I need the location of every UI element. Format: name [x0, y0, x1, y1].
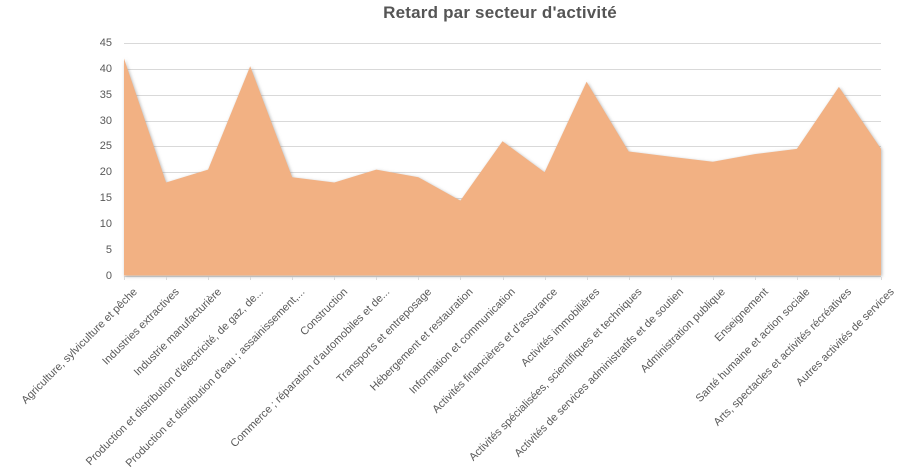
- x-axis-tick: [502, 276, 504, 280]
- y-axis-tick-label: 20: [99, 166, 112, 179]
- x-axis-tick: [754, 276, 756, 280]
- y-axis-tick-label: 35: [99, 88, 112, 101]
- x-axis-tick: [166, 276, 168, 280]
- y-axis-tick-label: 10: [99, 217, 112, 230]
- x-axis-tick: [460, 276, 462, 280]
- x-axis-tick: [418, 276, 420, 280]
- y-axis-tick-label: 25: [99, 140, 112, 153]
- x-axis-line: [124, 275, 881, 277]
- x-axis-tick: [250, 276, 252, 280]
- y-axis-tick-label: 30: [99, 114, 112, 127]
- x-axis-tick: [544, 276, 546, 280]
- x-axis-tick: [124, 276, 125, 280]
- area-series-shape: [124, 58, 881, 276]
- x-axis-tick: [376, 276, 378, 280]
- gridline: [124, 94, 881, 96]
- x-axis-tick: [838, 276, 840, 280]
- x-axis-tick: [292, 276, 294, 280]
- y-axis-tick-label: 40: [99, 62, 112, 75]
- y-axis-tick-label: 45: [99, 37, 112, 49]
- y-axis-tick-label: 5: [105, 243, 112, 256]
- y-axis-tick-label: 15: [99, 192, 112, 204]
- x-axis-tick: [334, 276, 336, 280]
- gridline: [124, 43, 881, 44]
- x-axis-tick: [628, 276, 630, 280]
- x-axis-tick: [586, 276, 588, 280]
- x-axis-tick: [670, 276, 672, 280]
- x-axis-tick: [712, 276, 714, 280]
- chart-title: Retard par secteur d'activité: [383, 3, 617, 22]
- x-axis-tick: [208, 276, 210, 280]
- gridline: [124, 120, 881, 122]
- gridline: [124, 68, 881, 70]
- y-axis-tick-label: 0: [105, 269, 112, 282]
- x-axis-tick: [881, 276, 882, 280]
- x-axis-tick: [796, 276, 798, 280]
